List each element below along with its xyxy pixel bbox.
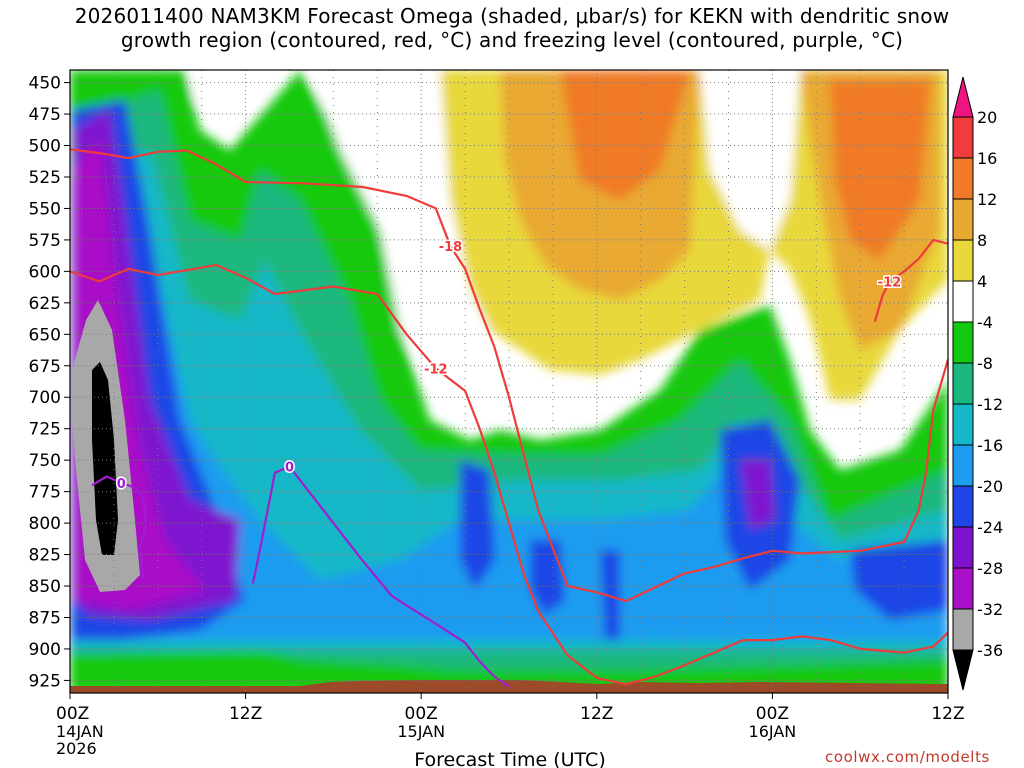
colorbar-label: -36: [977, 641, 1003, 660]
dendritic-contour-label: -12: [878, 275, 902, 290]
y-tick-label: 450: [29, 74, 61, 94]
colorbar-swatch: [952, 608, 974, 651]
colorbar-label: 12: [977, 190, 997, 209]
chart-title-line-2: growth region (contoured, red, °C) and f…: [120, 28, 904, 52]
x-tick-label: 12Z: [580, 704, 613, 724]
dendritic-contour: [70, 264, 948, 686]
colorbar-swatch: [952, 321, 974, 364]
omega-shading: [70, 70, 948, 693]
colorbar-swatch: [952, 239, 974, 282]
y-tick-label: 625: [29, 294, 61, 314]
colorbar-label: -20: [977, 477, 1003, 496]
y-tick-label: 700: [29, 388, 61, 408]
colorbar-label: -12: [977, 395, 1003, 414]
x-tick-label: 12Z: [931, 704, 964, 724]
colorbar-swatch: [952, 567, 974, 610]
colorbar-label: -28: [977, 559, 1003, 578]
x-tick-date: 16JAN: [749, 722, 797, 741]
dendritic-contour: [70, 148, 948, 603]
colorbar-swatch: [952, 116, 974, 159]
chart-title-line-1: 2026011400 NAM3KM Forecast Omega (shaded…: [74, 4, 950, 28]
y-tick-label: 475: [29, 105, 61, 125]
y-tick-label: 550: [29, 199, 61, 219]
freezing-level-contour-label: 0: [285, 460, 294, 475]
y-tick-label: 600: [29, 262, 61, 282]
dendritic-contour: [873, 238, 948, 323]
colorbar-swatch: [952, 526, 974, 569]
colorbar-label: -4: [977, 313, 993, 332]
y-tick-label: 675: [29, 357, 61, 377]
colorbar-top-arrow: [952, 76, 974, 118]
dendritic-contour-label: -18: [439, 240, 463, 255]
y-tick-label: 925: [29, 671, 61, 691]
x-tick-label: 00Z: [756, 704, 789, 724]
x-tick-label: 00Z: [56, 704, 89, 724]
x-tick-label: 12Z: [229, 704, 262, 724]
colorbar-swatch: [952, 485, 974, 528]
colorbar-label: -32: [977, 600, 1003, 619]
colorbar-swatch: [952, 198, 974, 241]
x-axis-label: Forecast Time (UTC): [414, 749, 605, 768]
x-tick-date: 14JAN: [56, 722, 104, 741]
y-tick-label: 875: [29, 608, 61, 628]
y-tick-label: 850: [29, 577, 61, 597]
colorbar-swatch: [952, 157, 974, 200]
y-tick-label: 650: [29, 325, 61, 345]
colorbar-label: -8: [977, 354, 993, 373]
freezing-level-contour: [91, 475, 148, 580]
x-tick-year: 2026: [56, 739, 97, 758]
y-tick-label: 525: [29, 168, 61, 188]
y-tick-label: 800: [29, 514, 61, 534]
colorbar-label: 4: [977, 272, 987, 291]
colorbar-legend: 20 16 12 8 4 -4 -8 -12 -16 -20 -24 -28 -32 -36: [952, 76, 1003, 691]
colorbar-label: 20: [977, 108, 997, 127]
plot-frame: [69, 69, 949, 694]
dendritic-contour-label: -12: [424, 362, 448, 377]
y-tick-label: 900: [29, 640, 61, 660]
colorbar-swatch: [952, 362, 974, 405]
y-tick-label: 750: [29, 451, 61, 471]
colorbar-swatch: [952, 403, 974, 446]
y-tick-label: 775: [29, 483, 61, 503]
colorbar-swatch: [952, 444, 974, 487]
freezing-level-contour-label: 0: [117, 477, 126, 492]
colorbar-label: 8: [977, 231, 987, 250]
freezing-level-contour: [251, 465, 510, 688]
y-axis: 450 475 500 525 550 575 600 625 650 675 700 725 750 7…: [29, 74, 70, 691]
x-tick-date: 15JAN: [397, 722, 445, 741]
contour-lines: -18 -12 -12 0 0: [70, 148, 948, 688]
x-tick-label: 00Z: [405, 704, 438, 724]
credit-text: coolwx.com/modelts: [825, 748, 990, 766]
colorbar-label: -24: [977, 518, 1003, 537]
y-tick-label: 725: [29, 420, 61, 440]
y-tick-label: 575: [29, 231, 61, 251]
colorbar-label: 16: [977, 149, 997, 168]
colorbar-bottom-arrow: [952, 649, 974, 691]
y-tick-label: 500: [29, 137, 61, 157]
colorbar-label: -16: [977, 436, 1003, 455]
y-tick-label: 825: [29, 546, 61, 566]
colorbar-swatch: [952, 280, 974, 323]
